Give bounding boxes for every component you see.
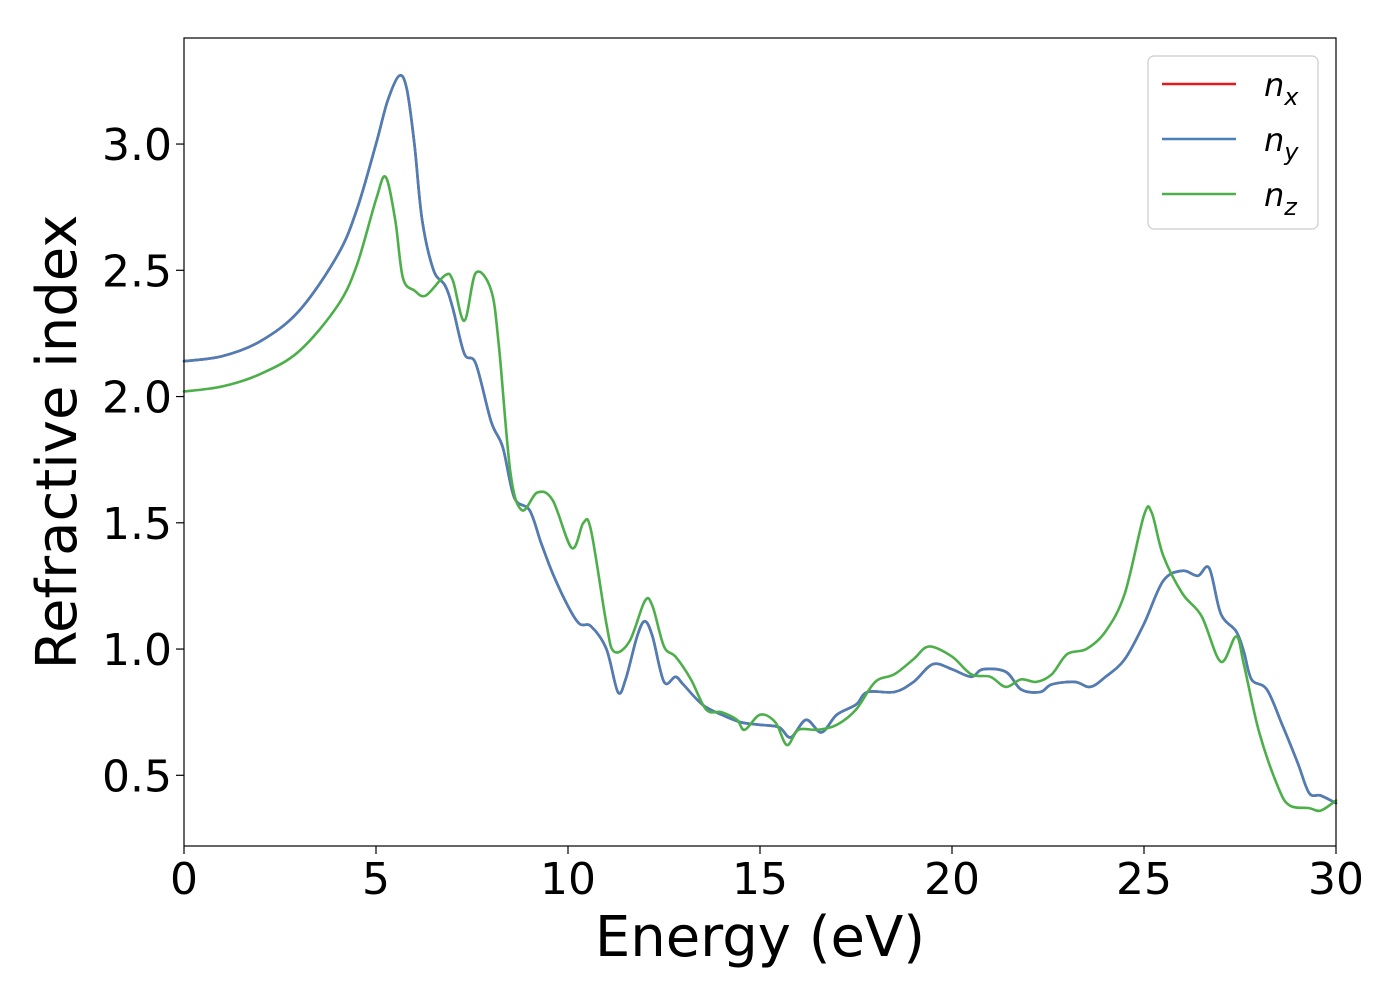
legend-label-subscript: y xyxy=(1283,138,1299,166)
y-tick-label: 1.0 xyxy=(102,625,172,676)
x-tick-label: 0 xyxy=(170,854,198,905)
x-tick-label: 15 xyxy=(732,854,788,905)
legend-label-main: n xyxy=(1264,66,1284,104)
legend-label-subscript: z xyxy=(1283,193,1298,221)
series-line-nz xyxy=(182,174,1338,813)
x-axis: 0 5 10 15 20 25 30 xyxy=(170,846,1364,905)
legend-label-nx: nx xyxy=(1264,66,1299,111)
legend-label-nz: nz xyxy=(1264,176,1298,221)
legend-label-main: n xyxy=(1264,176,1284,214)
y-tick-label: 3.0 xyxy=(102,120,172,171)
x-tick-label: 10 xyxy=(540,854,596,905)
x-tick-label: 25 xyxy=(1116,854,1172,905)
legend-box xyxy=(1147,55,1319,230)
y-tick-label: 1.5 xyxy=(102,499,172,550)
y-tick-label: 2.0 xyxy=(102,373,172,424)
legend-label-main: n xyxy=(1264,121,1284,159)
x-tick-label: 20 xyxy=(924,854,980,905)
y-axis-title: Refractive index xyxy=(25,215,90,670)
legend-label-ny: ny xyxy=(1264,121,1299,166)
y-tick-label: 2.5 xyxy=(102,246,172,297)
series-layer xyxy=(182,74,1338,813)
x-tick-label: 5 xyxy=(362,854,390,905)
y-axis: 0.5 1.0 1.5 2.0 2.5 3.0 xyxy=(102,120,184,802)
legend-label-subscript: x xyxy=(1283,83,1299,111)
x-axis-title: Energy (eV) xyxy=(595,905,925,970)
x-tick-label: 30 xyxy=(1308,854,1364,905)
y-tick-label: 0.5 xyxy=(102,751,172,802)
